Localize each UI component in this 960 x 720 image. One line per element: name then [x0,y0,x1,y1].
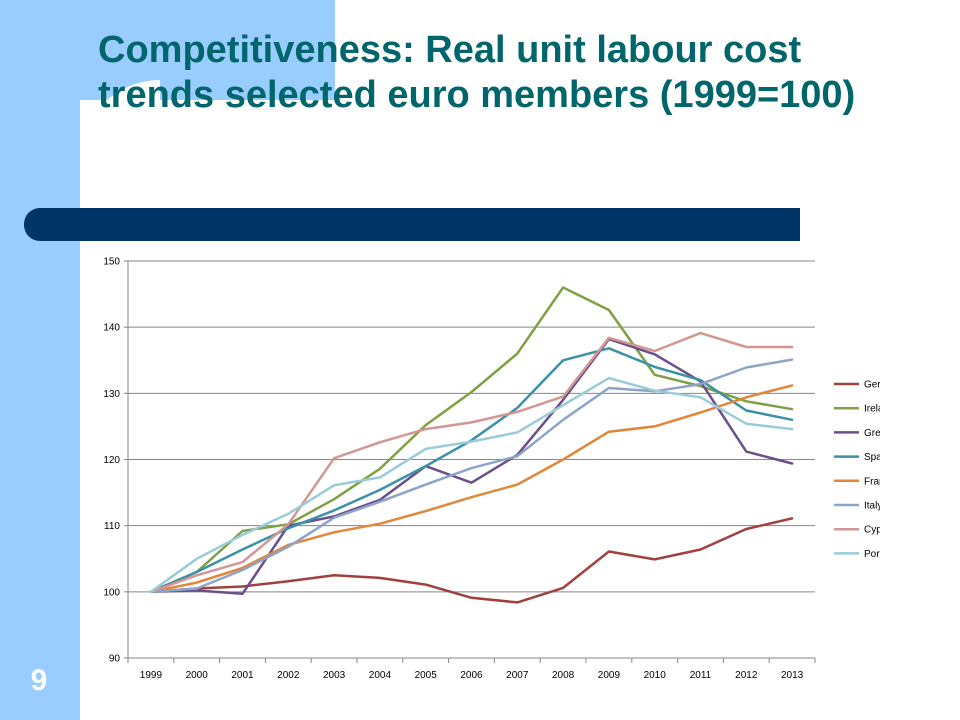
x-tick-label: 2000 [186,670,209,681]
legend-label-portugal: Portugal [864,549,880,560]
x-tick-label: 2009 [598,670,621,681]
x-tick-label: 2007 [506,670,529,681]
x-tick-label: 2001 [231,670,254,681]
accent-band-left [0,0,80,720]
legend-label-italy: Italy [864,501,880,512]
legend-label-greece: Greece [864,428,880,439]
series-line-spain [149,347,794,594]
x-tick-label: 2008 [552,670,575,681]
y-tick-label: 120 [103,455,120,466]
series-line-portugal [149,376,794,594]
chart-axes [124,260,816,663]
x-tick-label: 2005 [415,670,438,681]
x-tick-label: 2002 [277,670,300,681]
x-tick-label: 2003 [323,670,346,681]
y-tick-label: 150 [103,257,120,268]
y-tick-label: 130 [103,389,120,400]
y-tick-label: 110 [104,521,120,532]
slide-title: Competitiveness: Real unit labour cost t… [98,29,856,116]
x-tick-label: 2010 [644,670,667,681]
slide-number: 9 [30,664,48,697]
series-line-france [149,384,794,594]
x-tick-label: 2006 [460,670,483,681]
legend-label-ireland: Ireland [864,404,880,415]
title-bar-notch [66,241,80,249]
legend-label-germany: Germany [864,380,880,391]
title-underline-bar [24,208,800,241]
y-tick-label: 140 [103,323,120,334]
chart-legend: Germany Ireland Greece Spain France Italy Cypr… [834,380,880,560]
x-tick-label: 2012 [735,670,758,681]
line-chart: 90 100 110 120 130 140 150 1999 2000 2001 2002 2003… [103,257,880,682]
x-tick-label: 2004 [369,670,392,681]
x-tick-label: 2013 [781,670,804,681]
legend-label-france: France [864,476,880,487]
chart-tick-labels: 90 100 110 120 130 140 150 1999 2000 2001 2002 2003… [103,257,803,682]
series-line-italy [149,358,794,594]
series-line-cyprus [149,331,794,594]
series-line-greece [149,337,794,596]
y-tick-label: 90 [109,654,121,665]
legend-label-spain: Spain [864,452,880,463]
x-tick-label: 2011 [690,670,712,681]
y-tick-label: 100 [103,587,120,598]
chart-series [149,286,794,604]
series-line-germany [149,517,794,604]
legend-label-cyprus: Cyprus [864,525,880,536]
x-tick-label: 1999 [140,670,163,681]
